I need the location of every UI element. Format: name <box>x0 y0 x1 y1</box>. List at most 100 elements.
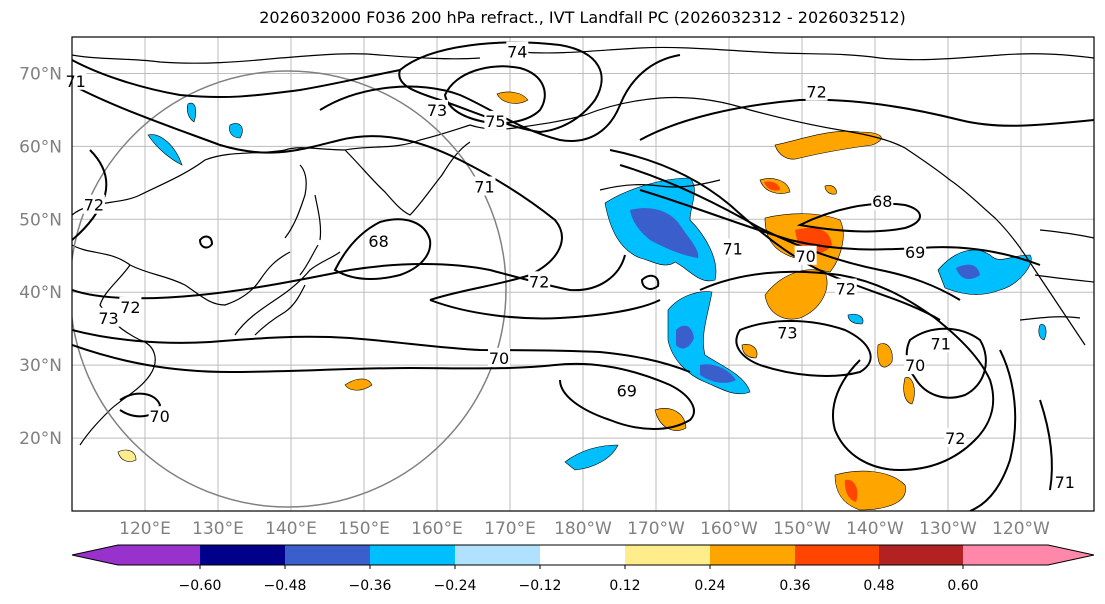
svg-text:72: 72 <box>120 298 140 317</box>
contour-74b <box>429 299 661 320</box>
colorbar-bin <box>879 545 963 565</box>
contour-label: 75 <box>484 110 507 131</box>
longitude-labels: 120°E 130°E 140°E 150°E 160°E 170°E 180°W 170°W… <box>119 519 1050 539</box>
positive-anomaly-region <box>824 185 837 195</box>
negative-anomaly-core <box>956 264 980 280</box>
coast-north <box>72 46 1094 64</box>
negative-anomaly-region <box>847 313 864 325</box>
colorbar-bin <box>540 545 625 565</box>
contour-label: 72 <box>944 428 967 448</box>
contour-71b <box>609 149 941 321</box>
colorbar-tick-label: 0.24 <box>694 578 725 594</box>
contour-69b <box>639 189 1041 266</box>
positive-anomaly-region <box>496 91 529 104</box>
svg-text:72: 72 <box>836 280 856 299</box>
contour-68a <box>333 218 432 280</box>
contour-70c <box>119 392 162 418</box>
colorbar: −0.60 −0.48 −0.36 −0.24 −0.12 0.12 0.24 0.36 0.4… <box>71 544 1095 594</box>
contour-71d <box>1039 399 1053 491</box>
lat-tick-label: 60°N <box>19 137 62 157</box>
contour-label: 72 <box>82 194 105 215</box>
svg-text:70: 70 <box>149 407 169 426</box>
svg-text:73: 73 <box>98 309 118 328</box>
contour-label: 70 <box>794 245 817 266</box>
colorbar-bin <box>118 545 200 565</box>
svg-text:69: 69 <box>905 243 925 262</box>
colorbar-tick-label: −0.36 <box>349 578 392 594</box>
svg-text:71: 71 <box>722 239 742 258</box>
graticule <box>72 37 1094 511</box>
negative-anomaly-core <box>630 208 699 258</box>
positive-anomaly-region <box>741 344 758 359</box>
negative-anomaly-region <box>667 291 751 395</box>
colorbar-bin <box>710 545 795 565</box>
negative-anomaly-region <box>1038 324 1047 341</box>
contour-label: 72 <box>834 278 857 299</box>
svg-text:72: 72 <box>529 272 549 291</box>
colorbar-tick-label: 0.48 <box>863 578 894 594</box>
contour-label: 72 <box>805 81 828 102</box>
lon-tick-label: 160°W <box>700 519 758 539</box>
contour-label: 73 <box>776 322 799 342</box>
positive-anomaly-core <box>844 479 858 502</box>
lat-tick-label: 40°N <box>19 283 62 303</box>
svg-text:72: 72 <box>806 83 826 102</box>
coast-japan <box>254 244 319 336</box>
contour-label: 71 <box>721 238 744 258</box>
colorbar-tick-label: −0.24 <box>434 578 477 594</box>
contour-label: 68 <box>367 231 390 251</box>
contour-70 <box>72 329 691 373</box>
positive-anomaly-region <box>877 343 893 368</box>
colorbar-outline <box>71 544 1095 566</box>
svg-text:73: 73 <box>777 323 797 342</box>
svg-text:71: 71 <box>1055 473 1075 492</box>
lon-tick-label: 140°E <box>265 519 317 539</box>
colorbar-bin <box>370 545 455 565</box>
positive-anomaly-region <box>117 449 137 462</box>
contour-label: 71 <box>1053 471 1076 492</box>
contour-72b <box>72 149 626 300</box>
svg-text:72: 72 <box>945 429 965 448</box>
lon-tick-label: 140°W <box>846 519 904 539</box>
svg-text:68: 68 <box>368 232 388 251</box>
coast-asia <box>72 124 471 446</box>
map-frame <box>71 36 1095 512</box>
page-title: 2026032000 F036 200 hPa refract., IVT La… <box>259 8 906 27</box>
contour-73b <box>735 320 872 377</box>
colorbar-tick-label: 0.12 <box>609 578 640 594</box>
colorbar-tick-label: −0.60 <box>179 578 222 594</box>
svg-text:75: 75 <box>485 112 505 131</box>
lon-tick-label: 130°E <box>192 519 244 539</box>
colorbar-bin <box>285 545 370 565</box>
colorbar-bin <box>200 545 285 565</box>
contour-label: 70 <box>904 355 927 375</box>
negative-anomaly-core <box>676 325 694 349</box>
lon-tick-label: 160°E <box>411 519 463 539</box>
svg-text:70: 70 <box>489 349 509 368</box>
svg-text:68: 68 <box>872 192 892 211</box>
positive-anomaly-region <box>344 378 373 391</box>
colorbar-tick-label: −0.48 <box>264 578 307 594</box>
contour-label: 71 <box>473 176 496 196</box>
lon-tick-label: 130°W <box>919 519 977 539</box>
negative-anomaly-region <box>564 444 619 471</box>
svg-text:69: 69 <box>617 382 637 401</box>
colorbar-tick-label: 0.36 <box>779 578 810 594</box>
coast-na-inner <box>1019 229 1094 321</box>
contour-label: 71 <box>929 333 952 353</box>
lon-tick-label: 170°E <box>484 519 536 539</box>
lat-tick-label: 30°N <box>19 356 62 376</box>
lat-tick-label: 20°N <box>19 429 62 449</box>
svg-text:72: 72 <box>84 196 104 215</box>
negative-anomaly-region <box>229 123 243 139</box>
lat-tick-label: 70°N <box>19 64 62 84</box>
contour-small-b <box>640 274 660 290</box>
contour-small-a <box>198 235 214 249</box>
contour-label: 69 <box>904 242 927 262</box>
colorbar-bin <box>625 545 710 565</box>
contour-72 <box>72 59 1094 141</box>
refractivity-contours <box>72 41 1094 511</box>
lat-tick-label: 50°N <box>19 210 62 230</box>
contour-label: 70 <box>148 406 171 426</box>
contour-68b <box>796 202 921 233</box>
